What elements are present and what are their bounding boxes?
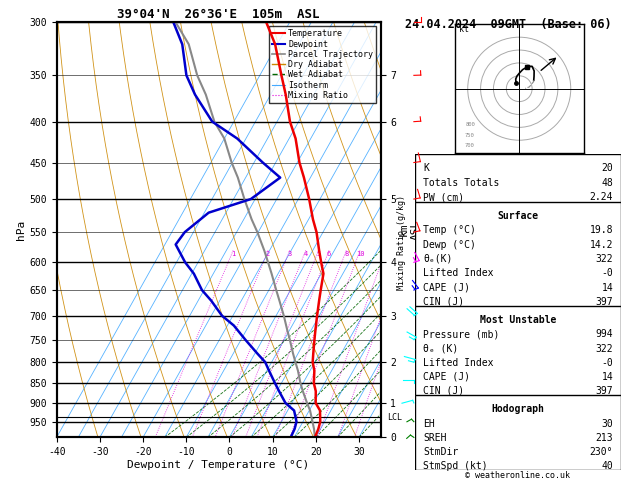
Text: 2: 2	[266, 251, 270, 257]
Text: 48: 48	[601, 178, 613, 188]
Text: 19.8: 19.8	[590, 226, 613, 235]
Text: StmDir: StmDir	[423, 447, 459, 457]
Text: 14.2: 14.2	[590, 240, 613, 250]
Text: 213: 213	[596, 433, 613, 443]
Text: PW (cm): PW (cm)	[423, 192, 465, 202]
Text: Lifted Index: Lifted Index	[423, 268, 494, 278]
Text: 3: 3	[287, 251, 292, 257]
Text: Surface: Surface	[498, 211, 539, 221]
Text: Temp (°C): Temp (°C)	[423, 226, 476, 235]
Text: 24.04.2024  09GMT  (Base: 06): 24.04.2024 09GMT (Base: 06)	[405, 18, 611, 32]
X-axis label: Dewpoint / Temperature (°C): Dewpoint / Temperature (°C)	[128, 460, 309, 470]
Text: Lifted Index: Lifted Index	[423, 358, 494, 368]
Text: 397: 397	[596, 297, 613, 307]
Text: Hodograph: Hodograph	[492, 404, 545, 415]
Text: 994: 994	[596, 330, 613, 340]
Legend: Temperature, Dewpoint, Parcel Trajectory, Dry Adiabat, Wet Adiabat, Isotherm, Mi: Temperature, Dewpoint, Parcel Trajectory…	[269, 26, 376, 103]
Text: 6: 6	[327, 251, 331, 257]
Text: 230°: 230°	[590, 447, 613, 457]
Text: θₑ (K): θₑ (K)	[423, 344, 459, 354]
Text: CAPE (J): CAPE (J)	[423, 372, 470, 382]
Text: Dewp (°C): Dewp (°C)	[423, 240, 476, 250]
Text: Totals Totals: Totals Totals	[423, 178, 500, 188]
Text: 14: 14	[601, 372, 613, 382]
Text: kt: kt	[459, 25, 469, 34]
Text: 1: 1	[231, 251, 235, 257]
Text: -0: -0	[601, 268, 613, 278]
Text: 10: 10	[356, 251, 364, 257]
Text: 2.24: 2.24	[590, 192, 613, 202]
Text: 700: 700	[465, 143, 475, 148]
Text: CAPE (J): CAPE (J)	[423, 282, 470, 293]
Text: © weatheronline.co.uk: © weatheronline.co.uk	[465, 471, 569, 480]
Text: K: K	[423, 163, 429, 174]
Text: Pressure (mb): Pressure (mb)	[423, 330, 500, 340]
Title: 39°04'N  26°36'E  105m  ASL: 39°04'N 26°36'E 105m ASL	[118, 8, 320, 21]
Text: 750: 750	[465, 133, 475, 138]
Text: 14: 14	[601, 282, 613, 293]
Text: 800: 800	[465, 122, 475, 127]
Text: Most Unstable: Most Unstable	[480, 315, 557, 325]
Text: LCL: LCL	[387, 413, 402, 422]
Text: CIN (J): CIN (J)	[423, 297, 465, 307]
Text: Mixing Ratio (g/kg): Mixing Ratio (g/kg)	[397, 195, 406, 291]
Text: SREH: SREH	[423, 433, 447, 443]
Text: 4: 4	[304, 251, 308, 257]
Text: -0: -0	[601, 358, 613, 368]
Text: EH: EH	[423, 418, 435, 429]
Text: 397: 397	[596, 386, 613, 396]
Text: 322: 322	[596, 344, 613, 354]
Text: θₑ(K): θₑ(K)	[423, 254, 453, 264]
Text: 5: 5	[316, 251, 321, 257]
Text: 30: 30	[601, 418, 613, 429]
Text: StmSpd (kt): StmSpd (kt)	[423, 461, 488, 471]
Y-axis label: km
ASL: km ASL	[399, 220, 421, 240]
Text: CIN (J): CIN (J)	[423, 386, 465, 396]
Text: 322: 322	[596, 254, 613, 264]
Y-axis label: hPa: hPa	[16, 220, 26, 240]
Text: 20: 20	[601, 163, 613, 174]
Text: 8: 8	[344, 251, 348, 257]
Text: 40: 40	[601, 461, 613, 471]
